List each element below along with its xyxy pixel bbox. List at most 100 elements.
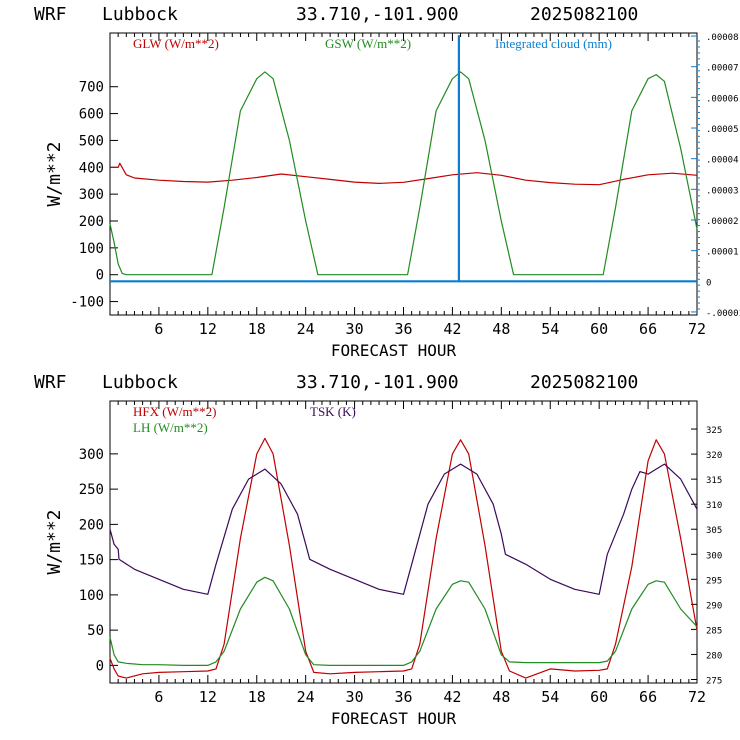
x-axis-label: FORECAST HOUR bbox=[331, 341, 457, 360]
right-tick-label: 295 bbox=[706, 576, 722, 586]
right-tick-label: 285 bbox=[706, 626, 722, 636]
x-tick-label: 66 bbox=[639, 320, 657, 338]
series-lh bbox=[109, 576, 698, 667]
y-tick-label: 250 bbox=[79, 482, 104, 498]
y-tick-label: 400 bbox=[79, 160, 104, 176]
x-tick-label: 66 bbox=[639, 688, 657, 706]
x-tick-label: 30 bbox=[346, 688, 364, 706]
legend-entry: Integrated cloud (mm) bbox=[495, 36, 612, 51]
x-tick-label: 42 bbox=[443, 688, 461, 706]
right-tick-label: 305 bbox=[706, 526, 722, 536]
y-axis-label: W/m**2 bbox=[44, 141, 65, 206]
series-integrated-cloud bbox=[110, 34, 697, 283]
y-tick-label: 200 bbox=[79, 517, 104, 533]
y-axis-left: -100 0 100 200 300 400 500 600 700 W/m**2 bbox=[44, 80, 118, 311]
coordinates-label: 33.710,-101.900 bbox=[296, 4, 459, 25]
right-tick-label: .00005 bbox=[706, 125, 739, 135]
x-tick-label: 72 bbox=[688, 688, 706, 706]
series-tsk bbox=[109, 463, 698, 595]
right-tick-label: .00008 bbox=[706, 33, 739, 43]
x-axis-label: FORECAST HOUR bbox=[331, 709, 457, 728]
legend-entry: HFX (W/m**2) bbox=[133, 404, 216, 419]
model-label: WRF bbox=[34, 372, 67, 393]
series-group bbox=[109, 437, 698, 679]
right-tick-label: 290 bbox=[706, 601, 722, 611]
x-tick-label: 54 bbox=[541, 320, 559, 338]
x-tick-label: 30 bbox=[346, 320, 364, 338]
y-tick-label: 700 bbox=[79, 80, 104, 96]
x-tick-label: 48 bbox=[492, 688, 510, 706]
right-tick-label: 325 bbox=[706, 426, 722, 436]
x-tick-label: 12 bbox=[199, 320, 217, 338]
legend-entry: LH (W/m**2) bbox=[133, 420, 208, 435]
right-tick-label: 320 bbox=[706, 451, 722, 461]
right-tick-label: 315 bbox=[706, 476, 722, 486]
panel-2: WRF Lubbock 33.710,-101.900 2025082100 6 12 18… bbox=[34, 372, 722, 728]
series-hfx bbox=[109, 437, 698, 679]
y-tick-label: 0 bbox=[96, 658, 104, 674]
x-tick-label: 6 bbox=[154, 320, 163, 338]
legend: GLW (W/m**2) GSW (W/m**2) Integrated cloud… bbox=[133, 36, 612, 51]
x-axis: 6 12 18 24 30 36 42 48 54 60 66 72 FORECAST HOUR bbox=[117, 401, 706, 728]
x-tick-label: 72 bbox=[688, 320, 706, 338]
right-tick-label: .00006 bbox=[706, 94, 739, 104]
y-tick-label: 50 bbox=[87, 623, 104, 639]
y-tick-label: 150 bbox=[79, 553, 104, 569]
right-tick-label: .00007 bbox=[706, 64, 739, 74]
right-tick-label: 0 bbox=[706, 278, 711, 288]
x-tick-label: 6 bbox=[154, 688, 163, 706]
right-tick-label: 310 bbox=[706, 501, 722, 511]
y-tick-label: 0 bbox=[96, 268, 104, 284]
x-tick-label: 42 bbox=[443, 320, 461, 338]
x-tick-label: 54 bbox=[541, 688, 559, 706]
x-tick-label: 60 bbox=[590, 688, 608, 706]
right-tick-label: .00002 bbox=[706, 217, 739, 227]
chart-header: WRF Lubbock 33.710,-101.900 2025082100 bbox=[34, 4, 638, 25]
y-axis-left: 0 50 100 150 200 250 300 W/m**2 bbox=[44, 447, 118, 674]
init-time-label: 2025082100 bbox=[530, 4, 638, 25]
x-tick-label: 18 bbox=[248, 320, 266, 338]
legend-entry: TSK (K) bbox=[310, 404, 356, 419]
right-tick-label: -.00001 bbox=[706, 309, 740, 319]
y-axis-label: W/m**2 bbox=[44, 509, 65, 574]
y-tick-label: 100 bbox=[79, 241, 104, 257]
right-tick-label: 300 bbox=[706, 551, 722, 561]
station-label: Lubbock bbox=[102, 372, 178, 393]
right-tick-label: 280 bbox=[706, 651, 722, 661]
right-tick-label: .00001 bbox=[706, 248, 739, 258]
series-glw bbox=[110, 162, 698, 186]
x-tick-label: 48 bbox=[492, 320, 510, 338]
plot-frame bbox=[109, 400, 698, 684]
y-tick-label: 100 bbox=[79, 588, 104, 604]
right-tick-label: .00004 bbox=[706, 156, 739, 166]
station-label: Lubbock bbox=[102, 4, 178, 25]
model-label: WRF bbox=[34, 4, 67, 25]
y-tick-label: 500 bbox=[79, 133, 104, 149]
x-tick-label: 36 bbox=[394, 688, 412, 706]
plot-frame bbox=[109, 32, 698, 316]
y-tick-label: 300 bbox=[79, 447, 104, 463]
y-tick-label: 600 bbox=[79, 107, 104, 123]
legend-entry: GLW (W/m**2) bbox=[133, 36, 219, 51]
panel-1: WRF Lubbock 33.710,-101.900 2025082100 6 12 18… bbox=[34, 4, 740, 360]
x-tick-label: 24 bbox=[297, 688, 315, 706]
x-tick-label: 60 bbox=[590, 320, 608, 338]
x-tick-label: 18 bbox=[248, 688, 266, 706]
right-tick-label: 275 bbox=[706, 676, 722, 686]
y-tick-label: 300 bbox=[79, 187, 104, 203]
y-tick-label: 200 bbox=[79, 214, 104, 230]
series-group bbox=[109, 34, 698, 283]
coordinates-label: 33.710,-101.900 bbox=[296, 372, 459, 393]
legend-entry: GSW (W/m**2) bbox=[325, 36, 411, 51]
x-tick-label: 36 bbox=[394, 320, 412, 338]
chart-header: WRF Lubbock 33.710,-101.900 2025082100 bbox=[34, 372, 638, 393]
y-tick-label: -100 bbox=[70, 295, 104, 311]
right-tick-label: .00003 bbox=[706, 186, 739, 196]
y-axis-right: 275 280 285 290 295 300 305 310 315 320 325 bbox=[691, 426, 722, 686]
init-time-label: 2025082100 bbox=[530, 372, 638, 393]
x-axis: 6 12 18 24 30 36 42 48 54 60 66 72 FORECAST HOUR bbox=[117, 33, 706, 360]
legend: HFX (W/m**2)LH (W/m**2) TSK (K) bbox=[133, 404, 356, 435]
x-tick-label: 12 bbox=[199, 688, 217, 706]
x-tick-label: 24 bbox=[297, 320, 315, 338]
